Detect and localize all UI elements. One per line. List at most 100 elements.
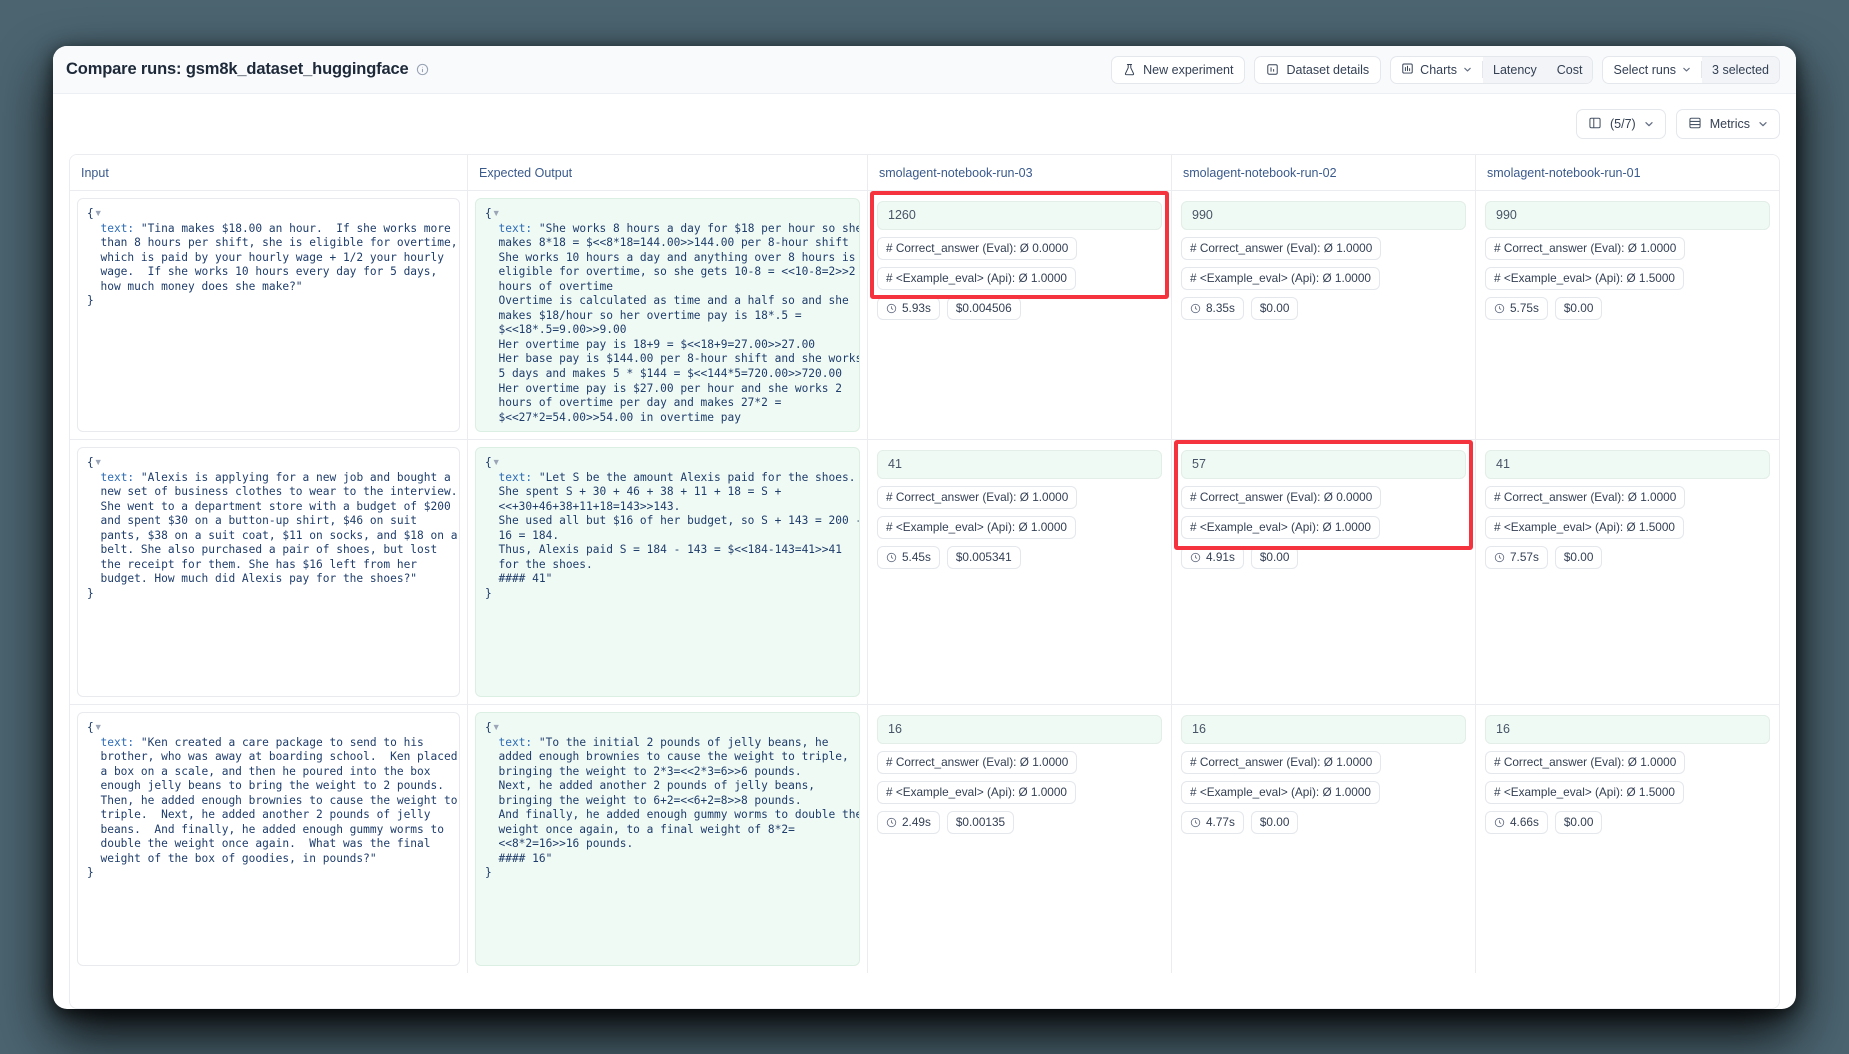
page-title: Compare runs: gsm8k_dataset_huggingface [66,60,409,78]
cost-pill[interactable]: $0.00135 [946,811,1015,834]
run-answer[interactable]: 41 [1485,450,1770,479]
selected-count-badge[interactable]: 3 selected [1702,56,1779,83]
run-answer[interactable]: 16 [1181,715,1466,744]
latency-pill[interactable]: 8.35s [1181,297,1244,320]
chevron-down-icon [1644,119,1654,129]
run-answer[interactable]: 41 [877,450,1162,479]
json-viewer-input[interactable]: {▼ text: "Alexis is applying for a new j… [77,447,460,697]
latency-pill[interactable]: 4.91s [1181,546,1244,569]
metric-example-eval[interactable]: # <Example_eval> (Api): Ø 1.5000 [1485,516,1684,539]
cost-pill[interactable]: $0.00 [1250,546,1299,569]
metric-correct-answer[interactable]: # Correct_answer (Eval): Ø 1.0000 [1485,751,1686,774]
json-viewer-input[interactable]: {▼ text: "Ken created a care package to … [77,712,460,966]
metric-example-eval[interactable]: # <Example_eval> (Api): Ø 1.5000 [1485,267,1684,290]
charts-button[interactable]: Charts [1391,57,1482,83]
cost-toggle[interactable]: Cost [1546,56,1593,83]
metric-example-eval[interactable]: # <Example_eval> (Api): Ø 1.0000 [1181,781,1380,804]
columns-selector-button[interactable]: (5/7) [1576,109,1666,139]
cell-expected-output[interactable]: {▼ text: "To the initial 2 pounds of jel… [468,705,868,973]
cell-run-03[interactable]: 16 # Correct_answer (Eval): Ø 1.0000 # <… [868,705,1172,973]
run-result: 41 # Correct_answer (Eval): Ø 1.0000 # <… [1483,447,1772,697]
cost-pill[interactable]: $0.00 [1554,546,1603,569]
cost-pill[interactable]: $0.004506 [946,297,1021,320]
cell-input[interactable]: {▼ text: "Tina makes $18.00 an hour. If … [70,191,468,439]
cost-value: $0.00 [1563,815,1594,829]
cell-input[interactable]: {▼ text: "Ken created a care package to … [70,705,468,973]
run-answer[interactable]: 57 [1181,450,1466,479]
json-viewer-expected[interactable]: {▼ text: "Let S be the amount Alexis pai… [475,447,860,697]
metric-example-eval[interactable]: # <Example_eval> (Api): Ø 1.0000 [877,516,1076,539]
column-header-run-03[interactable]: smolagent-notebook-run-03 [868,155,1172,190]
charts-segment: Charts Latency Cost [1390,55,1594,84]
metric-example-eval[interactable]: # <Example_eval> (Api): Ø 1.0000 [877,267,1076,290]
metric-correct-answer[interactable]: # Correct_answer (Eval): Ø 1.0000 [1485,486,1686,509]
select-runs-dropdown[interactable]: Select runs [1603,57,1701,83]
cell-run-03[interactable]: 41 # Correct_answer (Eval): Ø 1.0000 # <… [868,440,1172,704]
cost-pill[interactable]: $0.00 [1554,811,1603,834]
cost-value: $0.00 [1563,301,1594,315]
latency-pill[interactable]: 4.66s [1485,811,1548,834]
latency-pill[interactable]: 2.49s [877,811,940,834]
metric-correct-answer[interactable]: # Correct_answer (Eval): Ø 0.0000 [877,237,1078,260]
cell-run-01[interactable]: 41 # Correct_answer (Eval): Ø 1.0000 # <… [1476,440,1779,704]
cost-pill[interactable]: $0.00 [1250,297,1299,320]
dataset-icon [1266,63,1279,76]
latency-pill[interactable]: 4.77s [1181,811,1244,834]
metric-example-eval[interactable]: # <Example_eval> (Api): Ø 1.5000 [1485,781,1684,804]
cell-run-03[interactable]: 1260 # Correct_answer (Eval): Ø 0.0000 #… [868,191,1172,439]
json-viewer-expected[interactable]: {▼ text: "She works 8 hours a day for $1… [475,198,860,432]
latency-value: 8.35s [1206,301,1235,315]
chevron-down-icon [1463,65,1472,74]
run-footer: 8.35s $0.00 [1181,297,1299,320]
run-answer[interactable]: 16 [1485,715,1770,744]
metric-example-eval[interactable]: # <Example_eval> (Api): Ø 1.0000 [1181,267,1380,290]
toolbar-actions: New experiment Dataset details [1111,55,1780,84]
info-icon[interactable] [416,63,429,76]
latency-pill[interactable]: 5.93s [877,297,940,320]
run-answer[interactable]: 990 [1485,201,1770,230]
metric-example-eval[interactable]: # <Example_eval> (Api): Ø 1.0000 [877,781,1076,804]
metric-example-eval[interactable]: # <Example_eval> (Api): Ø 1.0000 [1181,516,1380,539]
new-experiment-button[interactable]: New experiment [1111,55,1246,84]
clock-icon [886,303,897,314]
metric-correct-answer[interactable]: # Correct_answer (Eval): Ø 0.0000 [1181,486,1382,509]
clock-icon [1494,303,1505,314]
chevron-down-icon [1758,119,1768,129]
json-viewer-expected[interactable]: {▼ text: "To the initial 2 pounds of jel… [475,712,860,966]
column-header-run-01[interactable]: smolagent-notebook-run-01 [1487,165,1641,180]
latency-toggle[interactable]: Latency [1483,56,1547,83]
cell-input[interactable]: {▼ text: "Alexis is applying for a new j… [70,440,468,704]
column-header-expected[interactable]: Expected Output [468,155,868,190]
column-header-input[interactable]: Input [70,155,468,190]
json-viewer-input[interactable]: {▼ text: "Tina makes $18.00 an hour. If … [77,198,460,432]
run-answer[interactable]: 1260 [877,201,1162,230]
latency-value: 5.75s [1510,301,1539,315]
select-runs-label: Select runs [1613,62,1677,77]
metrics-button[interactable]: Metrics [1675,109,1780,139]
cost-pill[interactable]: $0.005341 [946,546,1021,569]
metric-correct-answer[interactable]: # Correct_answer (Eval): Ø 1.0000 [1181,751,1382,774]
metric-correct-answer[interactable]: # Correct_answer (Eval): Ø 1.0000 [1181,237,1382,260]
latency-pill[interactable]: 5.45s [877,546,940,569]
cell-run-02[interactable]: 990 # Correct_answer (Eval): Ø 1.0000 # … [1172,191,1476,439]
cell-expected-output[interactable]: {▼ text: "She works 8 hours a day for $1… [468,191,868,439]
cell-expected-output[interactable]: {▼ text: "Let S be the amount Alexis pai… [468,440,868,704]
cell-run-01[interactable]: 16 # Correct_answer (Eval): Ø 1.0000 # <… [1476,705,1779,973]
run-result: 16 # Correct_answer (Eval): Ø 1.0000 # <… [1179,712,1468,966]
latency-pill[interactable]: 7.57s [1485,546,1548,569]
run-answer[interactable]: 990 [1181,201,1466,230]
metric-correct-answer[interactable]: # Correct_answer (Eval): Ø 1.0000 [1485,237,1686,260]
latency-pill[interactable]: 5.75s [1485,297,1548,320]
metrics-icon [1688,116,1702,133]
cost-pill[interactable]: $0.00 [1250,811,1299,834]
metric-correct-answer[interactable]: # Correct_answer (Eval): Ø 1.0000 [877,751,1078,774]
cell-run-02[interactable]: 57 # Correct_answer (Eval): Ø 0.0000 # <… [1172,440,1476,704]
cost-pill[interactable]: $0.00 [1554,297,1603,320]
cell-run-01[interactable]: 990 # Correct_answer (Eval): Ø 1.0000 # … [1476,191,1779,439]
metric-correct-answer[interactable]: # Correct_answer (Eval): Ø 1.0000 [877,486,1078,509]
cell-run-02[interactable]: 16 # Correct_answer (Eval): Ø 1.0000 # <… [1172,705,1476,973]
dataset-details-button[interactable]: Dataset details [1254,55,1382,84]
run-answer[interactable]: 16 [877,715,1162,744]
content-area: (5/7) Metrics Input Expec [53,94,1796,1009]
column-header-run-02[interactable]: smolagent-notebook-run-02 [1172,155,1476,190]
